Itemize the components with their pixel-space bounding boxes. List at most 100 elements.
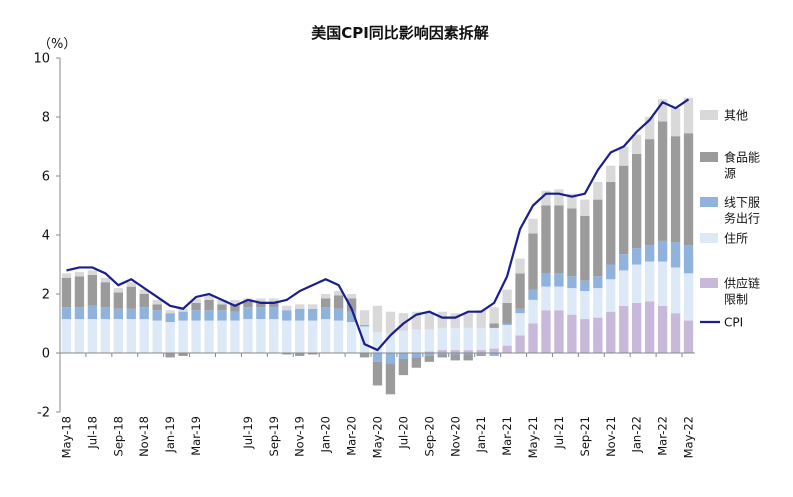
bar-supply [502,345,512,354]
bar-offline [683,245,694,274]
bar-food-energy [165,353,175,358]
bar-other [372,305,383,333]
x-tick-label: Nov-19 [293,416,307,457]
bar-housing [385,333,396,353]
bar-housing [411,329,422,353]
bar-housing [424,329,434,352]
bar-offline [139,307,149,320]
y-tick-label: 0 [42,347,50,362]
bar-food-energy [476,354,486,356]
bar-housing [580,291,590,320]
bar-housing [489,327,499,349]
bar-offline [528,289,538,300]
y-tick-label: -2 [37,406,50,421]
bar-offline [243,307,253,320]
bar-other [346,294,357,299]
bar-food-energy [346,298,357,312]
legend-swatch-other [700,110,718,120]
bar-housing [113,319,123,353]
bar-housing [515,313,525,336]
x-tick-label: Jan-20 [319,416,333,454]
bar-other [191,298,201,303]
bar-supply [644,301,655,354]
bar-other [74,271,85,277]
bar-offline [333,308,344,321]
bar-other [385,311,396,334]
bar-offline [476,353,486,355]
bar-offline [450,353,460,355]
bar-other [126,282,136,287]
bar-food-energy [502,302,512,324]
bar-housing [619,270,629,306]
legend-swatch-offline [700,197,718,207]
legend-label-food-energy: 食品能源 [724,150,760,181]
bar-offline [619,254,629,271]
bar-other [541,190,551,206]
bar-other [230,299,240,305]
bar-offline [489,353,499,356]
bar-offline [346,311,357,323]
bar-supply [683,320,694,353]
bar-other [61,273,72,278]
bar-offline [424,353,434,356]
x-tick-label: Jan-19 [163,416,177,454]
bar-food-energy [204,299,214,311]
x-tick-label: May-18 [59,416,73,458]
bar-offline [657,240,668,262]
bar-offline [372,353,383,362]
x-tick-label: May-21 [526,416,540,458]
bar-food-energy [139,294,149,308]
bar-offline [411,353,422,358]
bar-housing [74,319,85,353]
bar-offline [204,310,214,321]
bar-food-energy [657,121,668,241]
bar-food-energy [295,353,305,356]
bar-housing [359,326,370,353]
x-tick-label: Mar-21 [500,416,514,456]
bar-housing [346,322,357,353]
bar-food-energy [541,205,551,274]
bar-food-energy [308,353,318,355]
bar-housing [683,273,694,321]
bar-housing [100,319,111,353]
bar-housing [567,288,577,315]
bar-offline [256,307,266,320]
bar-other [528,218,538,234]
x-tick-label: Sep-21 [578,416,592,456]
bar-offline [515,308,525,314]
bar-housing [282,320,292,353]
bar-other [657,99,668,122]
bar-offline [165,313,175,323]
legend-label-cpi: CPI [724,316,743,330]
x-tick-label: Jul-18 [85,416,99,450]
bar-housing [437,327,447,351]
bar-supply [515,335,525,353]
bar-housing [476,327,486,351]
bar-food-energy [450,354,460,361]
bar-other [100,277,111,283]
bar-offline [606,264,616,280]
x-tick-label: Jul-21 [552,416,566,450]
legend-label-supply: 供应链限制 [724,276,760,307]
bar-offline [152,310,162,321]
bar-housing [269,319,279,353]
bar-food-energy [424,355,434,362]
cpi-line [66,98,690,352]
bar-food-energy [152,304,162,311]
bar-housing [139,319,149,353]
bar-food-energy [463,354,473,361]
bar-other [411,311,422,330]
bar-supply [528,323,538,353]
bar-other [606,165,616,182]
bar-other [502,289,512,303]
bar-housing [450,327,460,351]
x-tick-label: Sep-20 [422,416,436,456]
bar-other [359,310,370,325]
y-tick-label: 4 [42,229,50,244]
bar-food-energy [437,354,447,358]
bar-housing [87,319,98,353]
bar-food-energy [87,274,98,306]
bar-food-energy [321,298,331,308]
bar-other [476,310,486,328]
bar-supply [489,348,499,353]
